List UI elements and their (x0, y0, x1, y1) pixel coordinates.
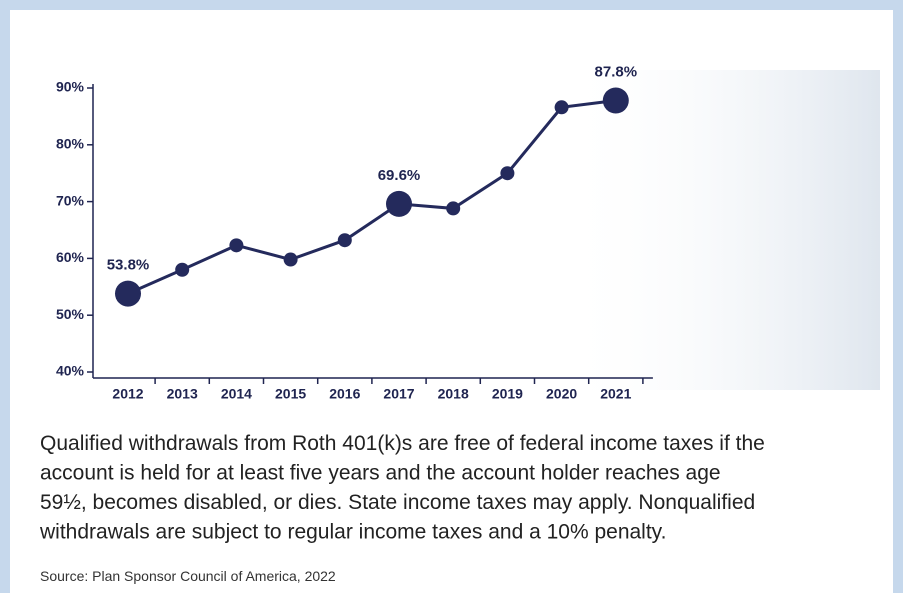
y-tick-label: 90% (56, 79, 85, 95)
caption-line: 59½, becomes disabled, or dies. State in… (40, 491, 755, 514)
data-label: 53.8% (107, 257, 150, 274)
x-tick-label: 2013 (167, 386, 198, 402)
y-tick-label: 80% (56, 136, 85, 152)
x-tick-label: 2016 (329, 386, 360, 402)
x-tick-label: 2018 (438, 386, 469, 402)
data-point (283, 252, 298, 267)
source: Source: Plan Sponsor Council of America,… (40, 568, 336, 584)
caption-line: withdrawals are subject to regular incom… (39, 521, 666, 544)
x-tick-label: 2019 (492, 386, 523, 402)
y-tick-label: 50% (56, 306, 85, 322)
data-label: 87.8% (595, 63, 638, 80)
data-point (337, 233, 352, 248)
data-point (229, 238, 244, 253)
data-point (115, 280, 141, 307)
data-point (446, 201, 461, 216)
caption-line: account is held for at least five years … (40, 462, 721, 485)
data-point (386, 190, 412, 217)
x-tick-label: 2021 (600, 386, 631, 402)
data-point (554, 100, 569, 115)
x-tick-label: 2015 (275, 386, 306, 402)
caption-line: Qualified withdrawals from Roth 401(k)s … (40, 432, 765, 455)
data-point (175, 262, 190, 277)
y-tick-label: 70% (56, 192, 85, 208)
x-tick-label: 2020 (546, 386, 577, 402)
data-label: 69.6% (378, 167, 421, 184)
data-point (500, 166, 515, 181)
y-tick-label: 60% (56, 249, 85, 265)
data-point (602, 87, 629, 114)
series-line (127, 99, 616, 295)
y-tick-label: 40% (56, 363, 85, 379)
x-tick-label: 2017 (383, 386, 414, 402)
x-tick-label: 2012 (112, 386, 143, 402)
photo-backdrop (560, 70, 880, 390)
x-tick-label: 2014 (221, 386, 252, 402)
